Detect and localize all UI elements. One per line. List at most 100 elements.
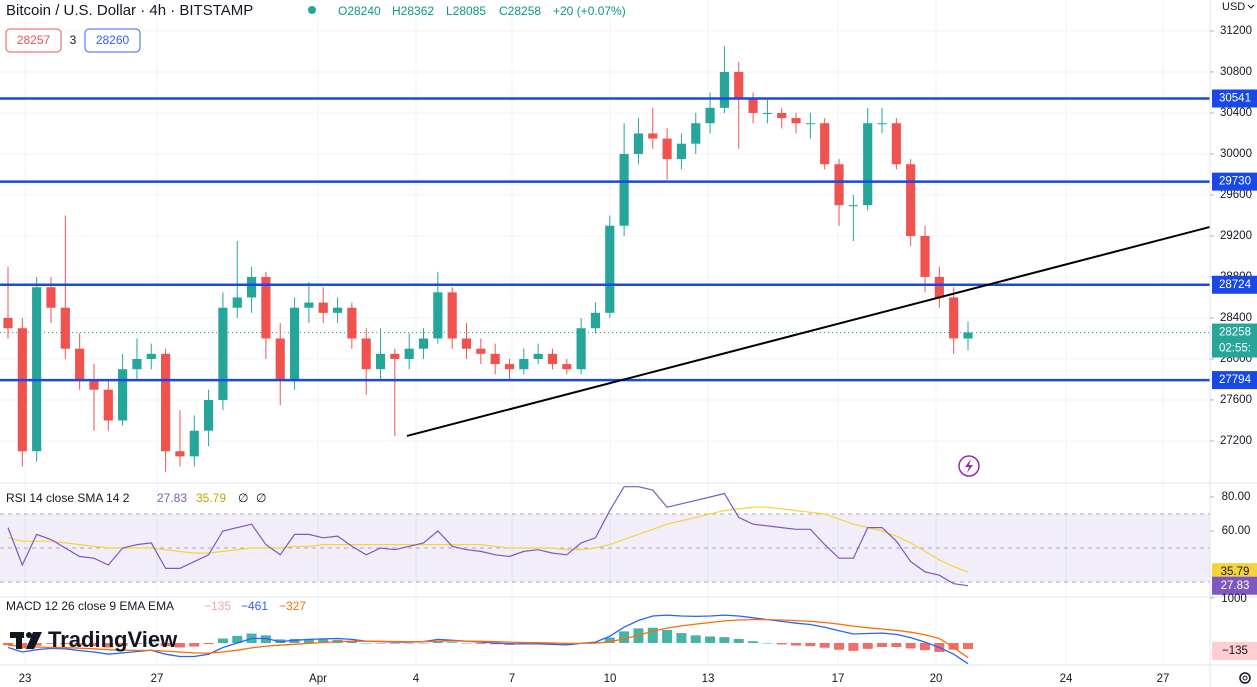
candle-body	[533, 353, 543, 359]
macd-histogram-bar	[375, 642, 386, 644]
candle-body	[433, 292, 443, 339]
macd-histogram-bar	[676, 633, 687, 643]
candle-body	[146, 353, 156, 359]
candle-body	[791, 118, 801, 124]
macd-histogram-bar	[862, 642, 873, 649]
candle-body	[246, 276, 257, 298]
rsi-y-tick-label: 80.00	[1222, 491, 1251, 503]
candle-body	[103, 389, 113, 421]
candle-body	[347, 307, 357, 339]
macd-histogram-bar	[490, 642, 501, 645]
candle-body	[633, 133, 644, 154]
grid	[0, 0, 1210, 665]
level-label: 30541	[1219, 93, 1251, 105]
rsi-band	[0, 513, 1210, 583]
candle-body	[547, 353, 558, 365]
candle-body	[89, 379, 99, 390]
axes: 23 27 Apr 4 7 10 13 17 20 24 27 31200 30800 30400 3000…	[19, 25, 1257, 685]
macd-histogram-bar	[819, 642, 830, 648]
settings-icon[interactable]	[1239, 672, 1251, 684]
macd-label-box	[1212, 642, 1257, 660]
macd-y-tick-label: 1000	[1221, 593, 1247, 605]
y-tick-label: 29200	[1220, 230, 1252, 242]
macd-histogram-bar	[604, 637, 615, 643]
x-tick-label: 13	[702, 673, 715, 685]
currency-selector[interactable]: USD	[1222, 1, 1245, 13]
last-price-box	[1212, 323, 1257, 358]
candle-body	[204, 399, 214, 431]
candle-body	[447, 292, 457, 339]
bid-price: 28257	[17, 33, 51, 47]
macd-histogram-bar	[748, 641, 759, 643]
candle-body	[490, 353, 500, 365]
candle-body	[461, 338, 472, 349]
macd-histogram-bar	[2, 642, 14, 646]
spread: 3	[70, 33, 77, 47]
macd-histogram-bar	[805, 642, 816, 647]
candle-body	[906, 164, 916, 236]
macd-histogram-bar	[303, 638, 314, 643]
candle-body	[576, 328, 586, 370]
candle-body	[361, 338, 371, 370]
macd-histogram-bar	[848, 642, 859, 651]
macd-histogram-bar	[45, 642, 56, 644]
level-label: 28724	[1219, 279, 1252, 291]
last-price-label: 28258	[1219, 327, 1251, 339]
macd-histogram-bar	[461, 642, 472, 644]
ohlc-close: C28258	[499, 4, 541, 18]
candle-body	[332, 307, 343, 313]
candle-body	[848, 205, 858, 207]
macd-histogram-bar	[131, 642, 142, 645]
ohlc-change: +20 (+0.07%)	[553, 4, 626, 18]
macd-histogram-bar	[776, 642, 787, 645]
alert-icon[interactable]	[958, 455, 980, 477]
ohlc-low: L28085	[446, 4, 486, 18]
candle-body	[304, 302, 314, 308]
sell-button[interactable]	[5, 28, 62, 53]
x-tick-label: 23	[19, 673, 32, 685]
candle-body	[863, 123, 873, 206]
candle-body	[404, 348, 414, 359]
macd-histogram-bar	[647, 627, 658, 643]
buy-button[interactable]	[84, 28, 141, 53]
macd-line	[7, 614, 969, 665]
candle-body	[118, 369, 128, 421]
candle-body	[504, 364, 515, 370]
currency-caret	[1247, 4, 1255, 9]
candle-body	[232, 297, 242, 308]
candle-body	[920, 235, 930, 277]
candle-body	[934, 276, 944, 298]
macd-histogram-bar	[31, 642, 42, 646]
candle-body	[32, 287, 42, 452]
candle-body	[418, 338, 429, 349]
macd-histogram-bar	[260, 635, 271, 643]
macd-histogram-bar	[719, 637, 730, 643]
candle-body	[777, 112, 787, 119]
macd-histogram-bar	[160, 642, 171, 647]
x-tick-label: 4	[413, 673, 420, 685]
macd-label: −135	[1222, 645, 1248, 657]
y-tick-label: 30800	[1220, 66, 1252, 78]
candle-body	[805, 123, 815, 125]
candle-body	[132, 358, 142, 370]
candle-body	[891, 123, 901, 165]
signal-line	[7, 618, 969, 659]
candle-body	[161, 353, 171, 452]
candle-body	[734, 71, 744, 98]
macd-histogram-bar	[146, 642, 157, 644]
macd-histogram-bar	[404, 642, 415, 644]
x-tick-label: 27	[151, 673, 164, 685]
ask-price: 28260	[96, 33, 130, 47]
trend-line	[406, 225, 1211, 437]
rsi-label: 27.83	[1221, 580, 1250, 592]
rsi-extra: ∅	[238, 491, 248, 505]
candle-body	[691, 123, 701, 144]
rsi-sma-value: 35.79	[196, 491, 226, 505]
candle-body	[834, 164, 844, 206]
rsi-title: RSI 14 close SMA 14 2	[6, 491, 130, 505]
candle-body	[676, 143, 687, 160]
candle-body	[390, 353, 400, 359]
macd-histogram-bar	[662, 629, 673, 643]
rsi-line	[7, 486, 969, 587]
